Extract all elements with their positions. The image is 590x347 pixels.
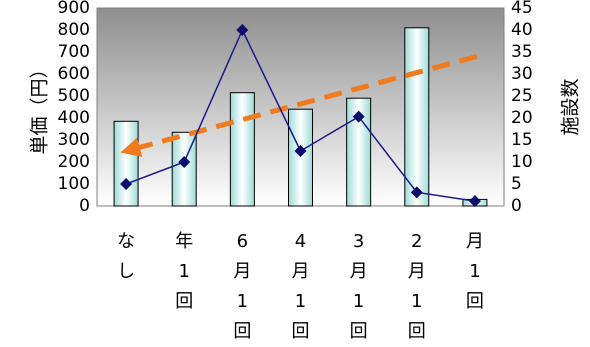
category-label: 月 <box>466 231 484 252</box>
category-label: 回 <box>175 291 193 312</box>
trend-line <box>120 53 478 157</box>
category-labels: なし 年 1 回 6 月 1 回 4 月 1 回 3 月 1 回 2 月 1 回 月 1 回 <box>117 231 484 342</box>
category-label: 1 <box>295 291 306 312</box>
category-label: 4 <box>295 231 306 252</box>
category-label: 3 <box>353 231 364 252</box>
left-tick-label: 400 <box>58 108 90 128</box>
line-point <box>410 186 423 199</box>
category-label: 1 <box>237 291 248 312</box>
category-label: 6 <box>237 231 248 252</box>
category-label: 月 <box>408 261 426 282</box>
left-tick-label: 0 <box>79 196 90 216</box>
left-tick-label: 600 <box>58 64 90 84</box>
category-label: 1 <box>178 261 189 282</box>
category-label: 年 <box>175 231 193 252</box>
right-tick-label: 0 <box>511 196 522 216</box>
right-tick-label: 20 <box>511 108 533 128</box>
category-label: 月 <box>233 261 251 282</box>
left-tick-label: 200 <box>58 152 90 172</box>
category-label: 1 <box>411 291 422 312</box>
right-axis-title: 施設数 <box>560 78 582 135</box>
category-label: 回 <box>408 321 426 342</box>
bar <box>288 108 313 207</box>
left-tick-label: 300 <box>58 130 90 150</box>
left-tick-label: 700 <box>58 42 90 62</box>
category-label: 1 <box>353 291 364 312</box>
category-label: 回 <box>233 321 251 342</box>
line-point <box>468 195 481 208</box>
left-tick-label: 100 <box>58 174 90 194</box>
bar <box>229 92 255 207</box>
left-tick-label: 500 <box>58 86 90 106</box>
category-label: 月 <box>292 261 310 282</box>
trendline <box>120 53 478 157</box>
category-label: 回 <box>350 321 368 342</box>
line-point <box>120 178 133 190</box>
left-tick-label: 800 <box>58 20 90 40</box>
right-tick-label: 25 <box>511 86 533 106</box>
category-label: 月 <box>350 261 368 282</box>
category-label: し <box>117 261 135 282</box>
bar <box>404 27 430 207</box>
category-label: 1 <box>469 261 480 282</box>
right-tick-label: 30 <box>511 64 533 84</box>
line-point <box>236 24 249 36</box>
line-series <box>120 24 481 208</box>
line-point <box>178 156 191 168</box>
right-tick-label: 40 <box>511 20 533 40</box>
right-tick-label: 15 <box>511 130 533 150</box>
left-axis-title: 単価（円） <box>29 59 51 154</box>
category-label: 2 <box>411 231 422 252</box>
right-tick-label: 35 <box>511 42 533 62</box>
bar <box>113 120 139 207</box>
category-label: な <box>117 231 135 252</box>
line-point <box>294 145 307 157</box>
category-label: 回 <box>292 321 310 342</box>
right-tick-label: 45 <box>511 0 533 18</box>
category-label: 回 <box>466 291 484 312</box>
left-tick-label: 900 <box>58 0 90 18</box>
line-point <box>352 110 365 123</box>
right-tick-label: 10 <box>511 152 533 172</box>
right-tick-label: 5 <box>511 174 522 194</box>
